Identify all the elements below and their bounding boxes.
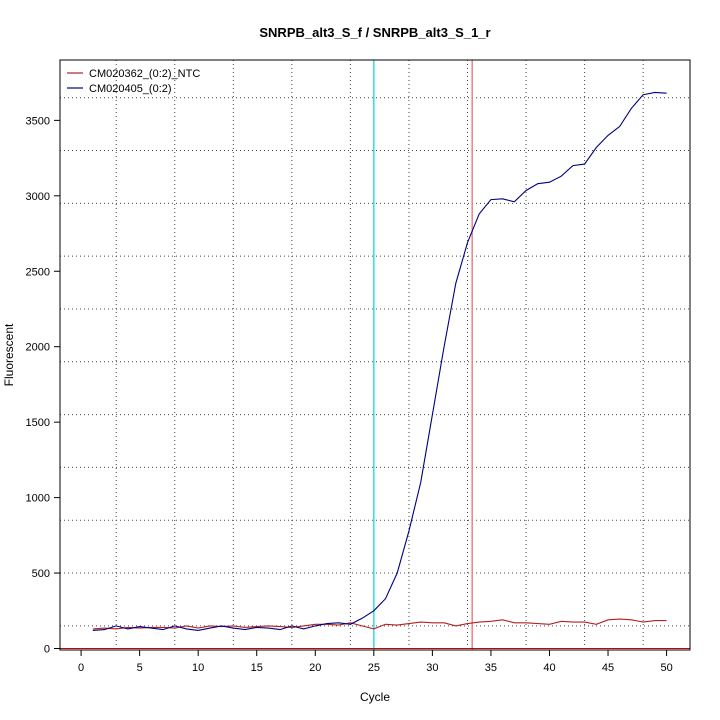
y-tick-label: 1000 <box>26 493 50 505</box>
legend: CM020362_(0:2)_NTC CM020405_(0:2) <box>67 68 200 95</box>
x-tick-label: 20 <box>309 662 321 674</box>
legend-label: CM020362_(0:2)_NTC <box>89 68 200 80</box>
y-tick-label: 3000 <box>26 191 50 203</box>
y-tick-label: 2500 <box>26 266 50 278</box>
x-tick-label: 15 <box>251 662 263 674</box>
y-tick-label: 500 <box>32 568 50 580</box>
x-tick-label: 35 <box>485 662 497 674</box>
x-tick-label: 10 <box>192 662 204 674</box>
x-tick-label: 30 <box>426 662 438 674</box>
y-tick-label: 2000 <box>26 342 50 354</box>
plot-frame <box>59 59 691 651</box>
grid-layer <box>60 60 690 650</box>
series-layer <box>92 91 667 631</box>
x-tick-label: 40 <box>543 662 555 674</box>
y-axis-title: Fluorescent <box>2 323 16 386</box>
x-tick-label: 45 <box>602 662 614 674</box>
x-tick-label: 0 <box>78 662 84 674</box>
vertical-marker-layer <box>60 60 690 650</box>
x-axis-title: Cycle <box>360 690 390 704</box>
y-tick-label: 1500 <box>26 417 50 429</box>
x-tick-label: 5 <box>137 662 143 674</box>
series-line <box>92 618 667 630</box>
legend-label: CM020405_(0:2) <box>89 83 172 95</box>
x-tick-label: 25 <box>368 662 380 674</box>
chart-title: SNRPB_alt3_S_f / SNRPB_alt3_S_1_r <box>259 25 490 40</box>
x-tick-label: 50 <box>660 662 672 674</box>
y-tick-label: 0 <box>44 643 50 655</box>
y-tick-label: 3500 <box>26 115 50 127</box>
series-line <box>92 91 667 631</box>
axis-layer: 0 5 10 15 20 25 30 35 40 45 5005001000150020002500… <box>26 115 673 674</box>
